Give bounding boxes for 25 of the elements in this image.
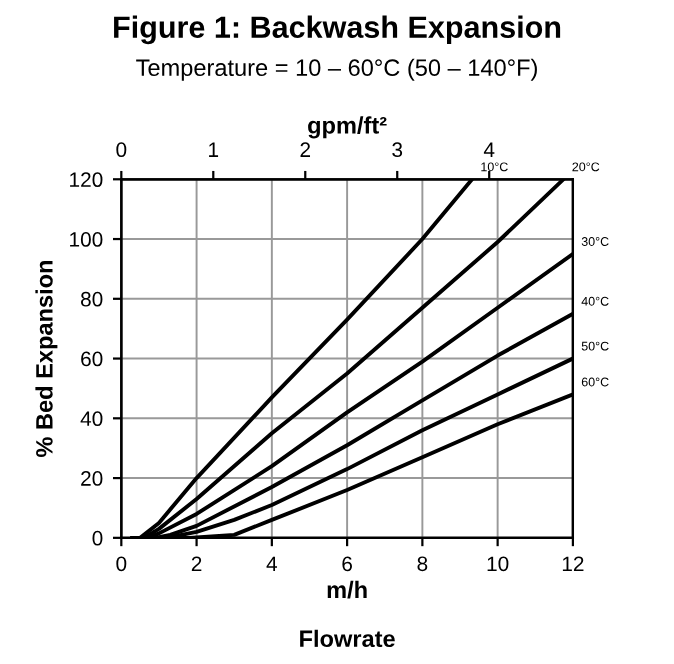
x2-tick-label: 4 <box>483 142 495 157</box>
y-tick-label: 100 <box>70 232 103 247</box>
x-tick-label: 2 <box>191 556 202 571</box>
y-axis-title: % Bed Expansion <box>35 260 58 458</box>
x2-axis-title: gpm/ft² <box>308 116 387 139</box>
x2-tick-label: 0 <box>116 142 127 158</box>
x-tick-label: 12 <box>562 556 584 571</box>
chart-subtitle: Temperature = 10 – 60°C (50 – 140°F) <box>136 58 537 81</box>
x-tick-label: 10 <box>487 556 509 572</box>
x-tick-label: 4 <box>266 556 278 571</box>
y-tick-label: 120 <box>70 172 103 188</box>
x2-tick-label: 2 <box>300 142 311 157</box>
y-tick-label: 40 <box>80 411 103 427</box>
x2-tick-label: 1 <box>209 142 219 157</box>
x2-tick-label: 3 <box>392 142 403 158</box>
x-tick-label: 0 <box>116 556 127 572</box>
y-tick-label: 80 <box>81 291 103 307</box>
x-tick-label: 8 <box>417 556 428 572</box>
text: Flowrate <box>300 629 395 648</box>
chart-title: Figure 1: Backwash Expansion <box>114 15 561 45</box>
x-axis-title: m/h <box>327 580 367 599</box>
y-tick-label: 60 <box>81 351 103 367</box>
y-tick-label: 20 <box>81 471 103 486</box>
y-tick-label: 0 <box>92 530 103 546</box>
x-tick-label: 6 <box>342 556 352 572</box>
